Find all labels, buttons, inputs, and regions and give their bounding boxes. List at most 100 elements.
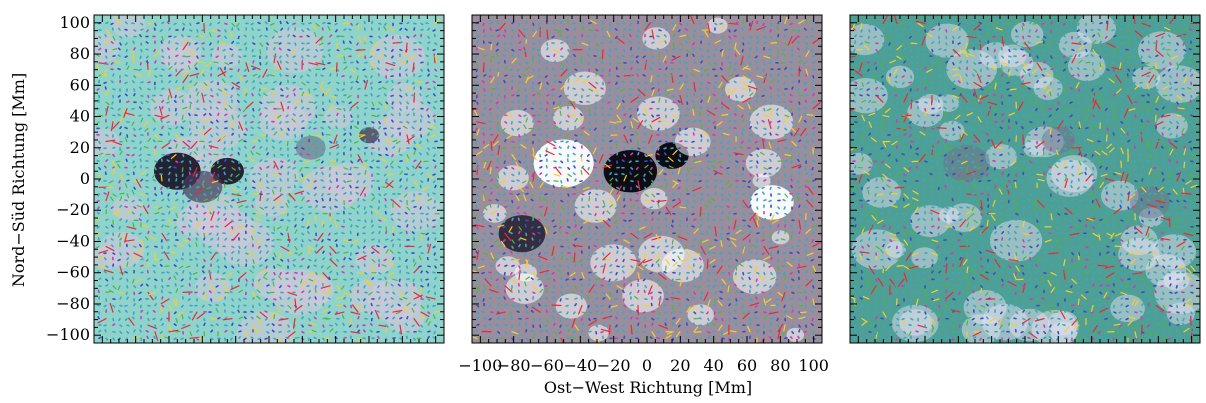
flow-arrow [309,322,317,326]
flow-arrow [217,21,221,25]
flow-arrow [203,81,208,87]
flow-arrow [720,140,723,145]
flow-arrow [605,293,611,300]
flow-arrow [791,29,797,32]
flow-arrow [643,316,646,320]
flow-arrow [709,245,716,250]
flow-arrow [498,180,506,184]
flow-arrow [264,34,268,38]
flow-arrow [236,185,240,189]
flow-arrow [525,66,531,70]
flow-arrow [504,48,508,52]
flow-arrow [154,285,157,289]
flow-arrow [476,62,479,68]
flow-arrow [574,68,578,72]
flow-arrow [420,232,426,235]
light-region [390,191,441,232]
flow-arrow [118,317,121,322]
flow-arrow [511,337,514,341]
flow-arrow [728,160,732,164]
flow-arrow [763,199,767,202]
flow-arrow [210,88,213,92]
flow-arrow [392,232,395,236]
flow-arrow [433,119,436,123]
flow-arrow [418,166,422,169]
flow-arrow [420,270,423,274]
flow-arrow [341,244,345,248]
flow-arrow [195,88,198,92]
flow-arrow [502,258,506,261]
flow-arrow [484,278,492,287]
flow-arrow [497,316,500,320]
flow-arrow [181,206,184,210]
flow-arrow [236,99,240,103]
flow-arrow [567,265,570,269]
flow-arrow [103,324,107,327]
flow-arrow [665,140,669,144]
flow-arrow [276,306,282,313]
flow-arrow [383,41,387,44]
plage [640,187,668,210]
flow-arrow [427,132,430,136]
flow-arrow [679,83,684,90]
flow-arrow [566,311,569,315]
flow-arrow [143,145,149,149]
flow-arrow [140,309,144,313]
flow-arrow [210,329,214,333]
flow-arrow [294,190,305,195]
flow-arrow [173,225,177,230]
flow-arrow [161,304,165,308]
flow-arrow [693,291,697,295]
flow-arrow [609,199,615,206]
flow-arrow [182,106,188,110]
flow-arrow [385,180,394,188]
flow-arrow [161,212,165,215]
flow-arrow [546,318,549,324]
flow-arrow [385,153,389,157]
y-tick-label: −80 [56,294,90,313]
flow-arrow [336,285,341,292]
flow-arrow [567,173,572,178]
flow-arrow [678,245,681,249]
flow-arrow [133,92,136,97]
flow-arrow [567,193,570,197]
light-region [194,272,232,303]
flow-arrow [718,81,723,89]
flow-arrow [741,114,744,118]
flow-arrow [259,34,263,38]
flow-arrow [518,41,522,44]
flow-arrow [336,296,344,300]
flow-arrow [749,230,752,235]
flow-arrow [537,27,541,31]
flow-arrow [315,114,318,119]
flow-arrow [238,212,241,217]
flow-arrow [364,278,371,284]
flow-arrow [525,35,528,40]
flow-arrow [630,80,634,84]
flow-arrow [368,291,373,296]
flow-arrow [545,66,548,71]
flow-arrow [96,225,100,229]
flow-arrow [153,48,156,53]
flow-arrow [796,88,800,92]
flow-arrow [741,132,744,136]
flow-arrow [787,35,793,46]
flow-arrow [217,164,222,169]
flow-arrow [104,33,107,38]
flow-arrow [574,134,578,137]
flow-arrow [196,220,200,228]
flow-arrow [386,173,394,176]
flow-arrow [194,212,198,215]
flow-arrow [320,265,324,269]
flow-arrow [483,316,487,320]
flow-arrow [418,255,422,261]
flow-arrow [742,185,746,189]
flow-arrow [722,132,730,136]
flow-arrow [203,292,207,300]
flow-arrow [231,132,235,136]
flow-arrow [429,134,436,139]
flow-arrow [623,239,630,244]
flow-arrow [145,55,149,59]
flow-arrow [553,278,556,282]
flow-arrow [285,132,289,136]
